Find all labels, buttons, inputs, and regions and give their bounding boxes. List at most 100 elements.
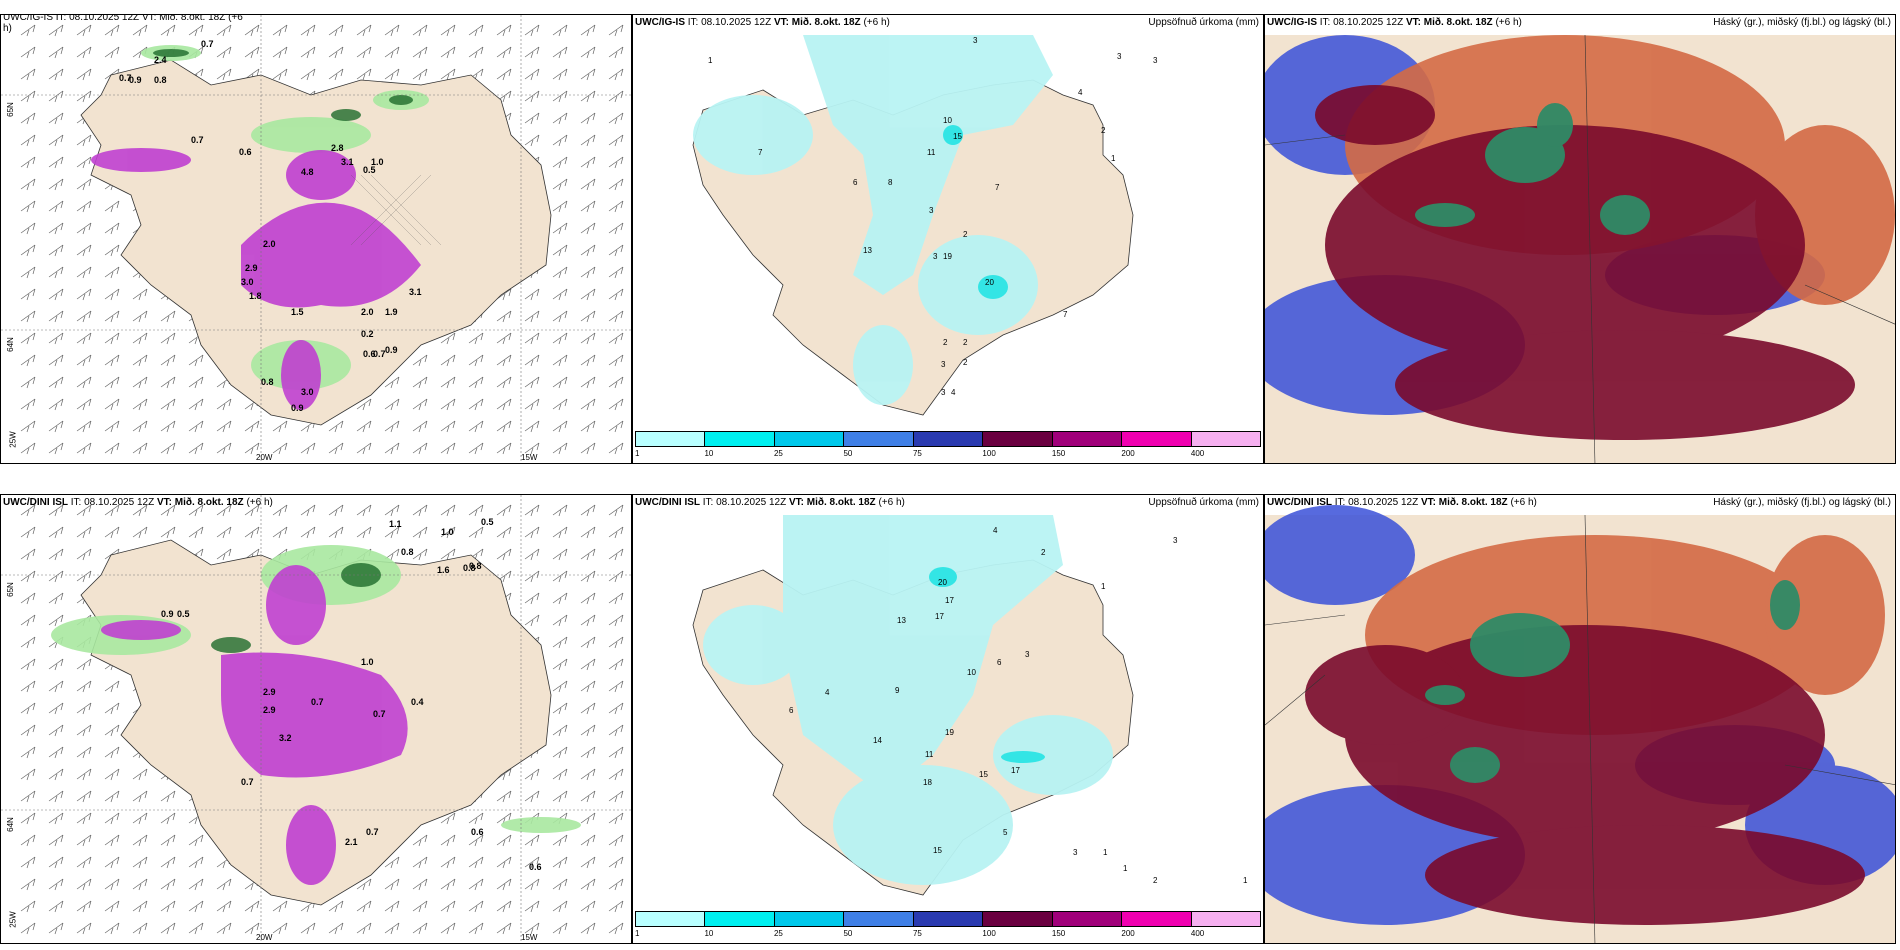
wind-barb [160, 526, 176, 539]
wind-barb [384, 526, 400, 539]
wind-barb [440, 900, 456, 913]
colorbar-row2 [635, 911, 1261, 927]
svg-text:7: 7 [995, 183, 1000, 192]
wind-barb [132, 420, 148, 433]
wind-barb [412, 922, 428, 935]
wind-barb [608, 900, 624, 913]
wind-barb [20, 592, 36, 605]
wind-barb [20, 548, 36, 561]
wind-barb [216, 900, 232, 913]
svg-text:17: 17 [935, 612, 944, 621]
wind-barb [48, 46, 64, 59]
wind-barb [188, 856, 204, 869]
wind-barb [104, 244, 120, 257]
wind-barb [496, 376, 512, 389]
wind-barb [552, 354, 568, 367]
wind-barb [580, 178, 596, 191]
wind-barb [188, 442, 204, 455]
colorbar-bin [1052, 912, 1123, 926]
wind-barb [608, 834, 624, 847]
wind-barb [552, 398, 568, 411]
svg-text:1.0: 1.0 [361, 657, 374, 667]
wind-barb [188, 504, 204, 517]
wind-barb [244, 526, 260, 539]
lat-label-top: 65N [5, 102, 15, 117]
svg-text:4: 4 [993, 526, 998, 535]
wind-barb [384, 24, 400, 37]
wind-barb [524, 24, 540, 37]
svg-text:1.9: 1.9 [385, 307, 398, 317]
wind-barb [244, 46, 260, 59]
wind-barb [412, 68, 428, 81]
wind-barb [48, 354, 64, 367]
wind-barb [552, 702, 568, 715]
wind-barb [160, 834, 176, 847]
colorbar-label: 10 [704, 929, 714, 938]
wind-barb [356, 504, 372, 517]
wind-barb [132, 24, 148, 37]
wind-barb [104, 288, 120, 301]
wind-barb [608, 420, 624, 433]
svg-text:1: 1 [1123, 864, 1128, 873]
wind-barb [496, 900, 512, 913]
svg-text:20: 20 [938, 578, 947, 587]
svg-text:2.1: 2.1 [345, 837, 358, 847]
wind-barb [76, 288, 92, 301]
precip-right-label-row2: Uppsöfnuð úrkoma (mm) [1148, 497, 1259, 508]
svg-text:0.8: 0.8 [401, 547, 414, 557]
wind-barb [48, 548, 64, 561]
wind-barb [384, 420, 400, 433]
wind-barb [76, 570, 92, 583]
wind-barb [440, 856, 456, 869]
wind-barb [524, 288, 540, 301]
wind-barb [440, 68, 456, 81]
lat-label-bottom: 64N [5, 337, 15, 352]
wind-barb [48, 900, 64, 913]
wind-value-labels: 0.7 2.4 0.7 0.9 0.8 0.7 0.6 1.0 0.5 2.8 … [119, 39, 422, 413]
wind-barb [272, 900, 288, 913]
wind-barb [48, 658, 64, 671]
wind-barb [608, 636, 624, 649]
wind-barb [608, 398, 624, 411]
wind-barb [216, 878, 232, 891]
colorbar-label: 25 [773, 449, 783, 458]
svg-text:1: 1 [1101, 582, 1106, 591]
wind-barb [300, 526, 316, 539]
wind-value-labels: 1.1 1.0 0.5 0.8 0.8 1.6 0.8 0.9 0.5 2.9 … [161, 517, 542, 872]
wind-barb [76, 856, 92, 869]
wind-barb [48, 266, 64, 279]
wind-barb [608, 790, 624, 803]
wind-barb [20, 614, 36, 627]
wind-barb [412, 398, 428, 411]
wind-barb [244, 24, 260, 37]
wind-barb [76, 420, 92, 433]
wind-barb [48, 504, 64, 517]
wind-barb [272, 922, 288, 935]
svg-text:0.9: 0.9 [129, 75, 142, 85]
wind-barb [132, 376, 148, 389]
wind-barb [132, 900, 148, 913]
wind-barb [552, 178, 568, 191]
svg-text:5: 5 [1003, 828, 1008, 837]
svg-text:3.2: 3.2 [279, 733, 292, 743]
wind-barb [552, 68, 568, 81]
wind-barb [76, 658, 92, 671]
wind-barb [216, 504, 232, 517]
svg-text:3: 3 [1073, 848, 1078, 857]
wind-barb [104, 856, 120, 869]
wind-barb [552, 442, 568, 455]
colorbar-label: 50 [843, 449, 853, 458]
wind-barb [76, 46, 92, 59]
wind-barb [272, 24, 288, 37]
colorbar-label: 150 [1051, 929, 1066, 938]
svg-text:3.0: 3.0 [301, 387, 314, 397]
wind-barb [580, 288, 596, 301]
wind-barb [356, 526, 372, 539]
wind-barb [496, 856, 512, 869]
wind-barb [216, 420, 232, 433]
wind-barb [608, 768, 624, 781]
wind-barb [608, 266, 624, 279]
wind-barb [20, 900, 36, 913]
wind-barb [76, 156, 92, 169]
wind-barb [76, 200, 92, 213]
